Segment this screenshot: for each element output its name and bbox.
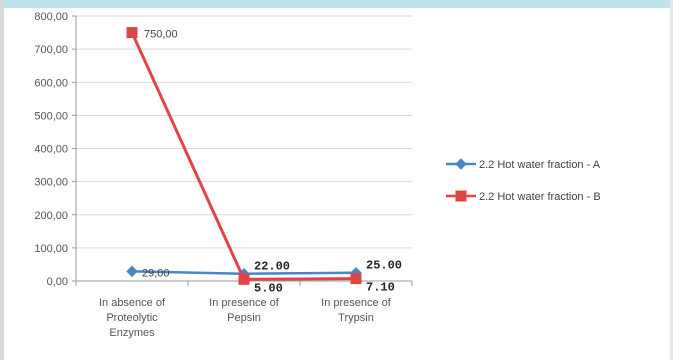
legend-marker	[455, 190, 467, 202]
y-tick-label: 500,00	[34, 110, 68, 122]
y-tick-label: 200,00	[34, 210, 68, 222]
data-point-b	[238, 273, 250, 285]
data-point-b	[350, 273, 362, 285]
data-label: 5.00	[254, 281, 283, 295]
legend-marker	[455, 158, 467, 170]
data-label: 25.00	[366, 259, 402, 273]
series-line-b	[130, 31, 357, 281]
y-tick-label: 300,00	[34, 177, 68, 189]
y-tick-label: 700,00	[34, 44, 68, 56]
y-tick-label: 800,00	[34, 11, 68, 23]
left-band	[0, 0, 4, 360]
data-label: 750,00	[144, 29, 178, 41]
x-tick-label: Trypsin	[338, 312, 374, 324]
y-tick-label: 600,00	[34, 77, 68, 89]
y-tick-label: 400,00	[34, 144, 68, 156]
x-tick-label: In presence of	[209, 297, 280, 309]
data-label: 22.00	[254, 260, 290, 274]
top-band	[0, 0, 673, 8]
data-label: 29,00	[142, 267, 170, 279]
right-band	[670, 0, 673, 360]
x-tick-label: Pepsin	[227, 312, 261, 324]
y-tick-label: 100,00	[34, 243, 68, 255]
data-label: 7.10	[366, 281, 395, 295]
y-tick-label: 0,00	[47, 276, 68, 288]
legend-label: 2.2 Hot water fraction - B	[479, 191, 601, 203]
x-tick-label: In absence of	[99, 297, 166, 309]
x-tick-label: Proteolytic	[106, 312, 158, 324]
legend-label: 2.2 Hot water fraction - A	[479, 159, 601, 171]
data-point-b	[126, 27, 138, 39]
x-tick-label: Enzymes	[109, 327, 155, 339]
data-point-a	[126, 265, 138, 278]
x-tick-label: In presence of	[321, 297, 392, 309]
